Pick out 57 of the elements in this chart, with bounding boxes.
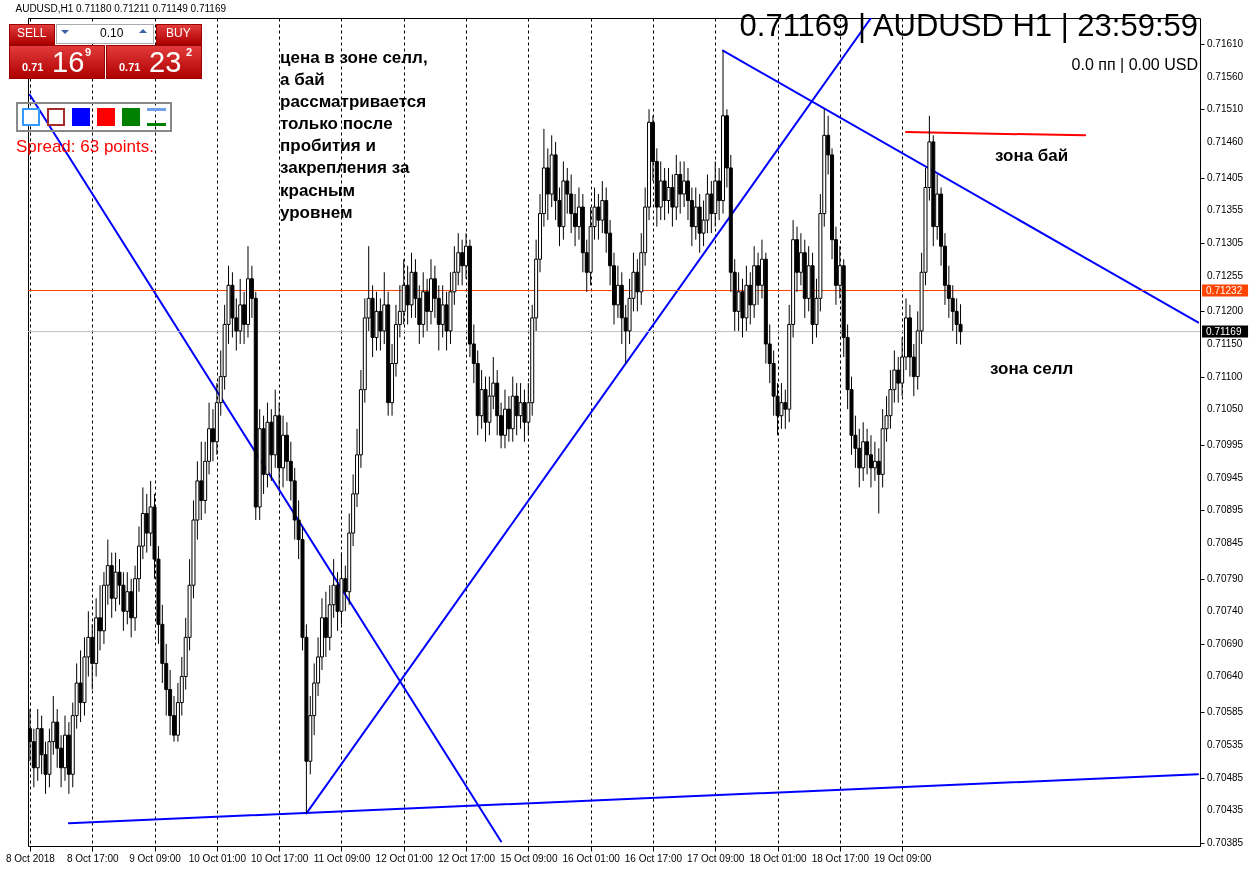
y-tick-label: 0.71050 [1207, 403, 1244, 415]
x-tick-label: 12 Oct 01:00 [375, 852, 434, 864]
y-tick-label: 0.70845 [1207, 536, 1244, 548]
y-tick-label: 0.71405 [1207, 171, 1244, 183]
y-tick-label: 0.71610 [1207, 38, 1244, 50]
y-tick-label: 0.70740 [1207, 605, 1244, 617]
x-tick-label: 8 Oct 2018 [5, 852, 56, 864]
annotation: 0.71 [22, 61, 44, 73]
x-tick-label: 18 Oct 17:00 [811, 852, 870, 864]
y-tick-label: 0.70790 [1207, 572, 1244, 584]
y-tick-label: 0.70995 [1207, 439, 1244, 451]
annotation: зона селл [990, 359, 1074, 378]
y-tick-label: 0.71460 [1207, 135, 1244, 147]
annotation: 0.0 пп | 0.00 USD [1071, 56, 1198, 73]
x-tick-label: 18 Oct 01:00 [749, 852, 808, 864]
annotation: 9 [85, 46, 92, 58]
y-tick-label: 0.71255 [1207, 269, 1244, 281]
y-tick-label: 0.70585 [1207, 706, 1244, 718]
y-tick-label: 0.71355 [1207, 204, 1244, 216]
y-tick-label: 0.71305 [1207, 236, 1244, 248]
y-tick-label: 0.70690 [1207, 637, 1244, 649]
ref-line-label: 0.71169 [1206, 325, 1242, 337]
x-tick-label: 8 Oct 17:00 [66, 852, 120, 864]
y-tick-label: 0.71560 [1207, 70, 1244, 82]
annotation: 0.71 [119, 61, 141, 73]
ref-line-label: 0.71232 [1206, 284, 1243, 296]
y-tick-label: 0.71100 [1207, 370, 1243, 382]
x-tick-label: 17 Oct 09:00 [687, 852, 745, 864]
y-tick-label: 0.71510 [1207, 103, 1244, 115]
x-tick-label: 11 Oct 09:00 [313, 852, 371, 864]
annotation: 23 [149, 46, 182, 78]
annotation: 0.10 [100, 26, 124, 40]
x-tick-label: 9 Oct 09:00 [129, 852, 182, 864]
x-tick-label: 19 Oct 09:00 [874, 852, 932, 864]
x-tick-label: 10 Oct 01:00 [188, 852, 247, 864]
x-tick-label: 10 Oct 17:00 [251, 852, 309, 864]
x-tick-label: 12 Oct 17:00 [437, 852, 496, 864]
y-tick-label: 0.70485 [1207, 771, 1244, 783]
chart-title: AUDUSD,H1 0.71180 0.71211 0.71149 0.71169 [15, 3, 227, 14]
y-tick-label: 0.70535 [1207, 738, 1244, 750]
annotation: цена в зоне селл, а бай рассматривается только после пробития и закрепления за красным уровнем [280, 47, 428, 224]
x-tick-label: 15 Oct 09:00 [500, 852, 558, 864]
y-tick-label: 0.70640 [1207, 670, 1244, 682]
y-tick-label: 0.71200 [1207, 305, 1244, 317]
y-tick-label: 0.70895 [1207, 504, 1244, 516]
y-tick-label: 0.70435 [1207, 804, 1244, 816]
y-tick-label: 0.70945 [1207, 471, 1244, 483]
y-tick-label: 0.71150 [1207, 337, 1243, 349]
annotation: BUY [166, 26, 191, 40]
x-tick-label: 16 Oct 17:00 [624, 852, 683, 864]
annotation: 16 [52, 46, 85, 78]
y-tick-label: 0.70385 [1207, 836, 1244, 848]
annotation: 0.71169 | AUDUSD H1 | 23:59:59 [739, 8, 1198, 43]
x-tick-label: 16 Oct 01:00 [562, 852, 621, 864]
annotation: зона бай [995, 146, 1069, 165]
annotation: 2 [186, 46, 193, 58]
annotation: SELL [17, 26, 47, 40]
